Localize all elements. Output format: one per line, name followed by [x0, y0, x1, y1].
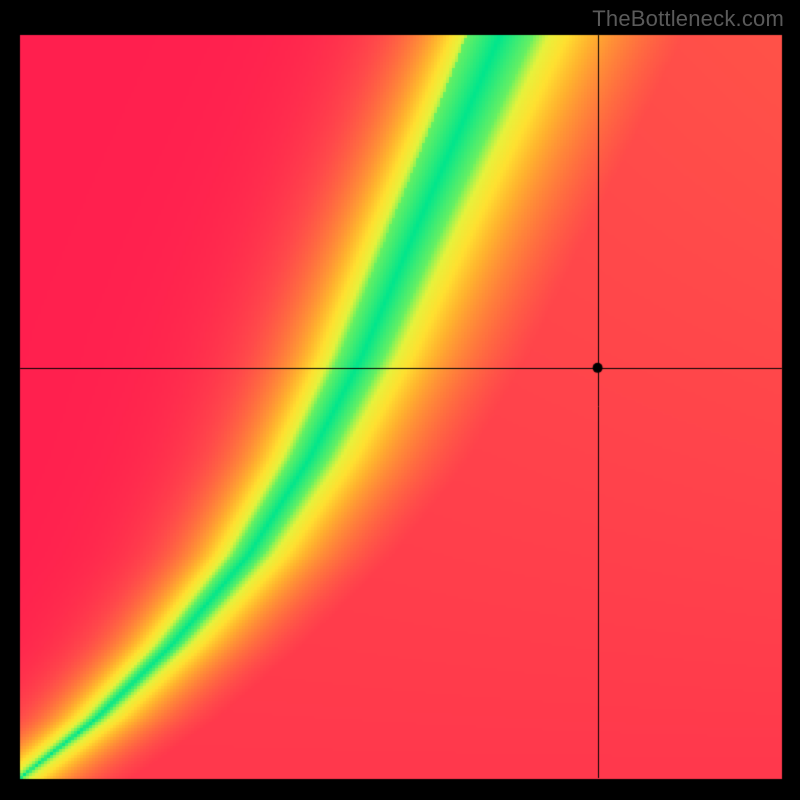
crosshair-overlay [0, 0, 800, 800]
watermark-text: TheBottleneck.com [592, 6, 784, 32]
chart-container: TheBottleneck.com [0, 0, 800, 800]
